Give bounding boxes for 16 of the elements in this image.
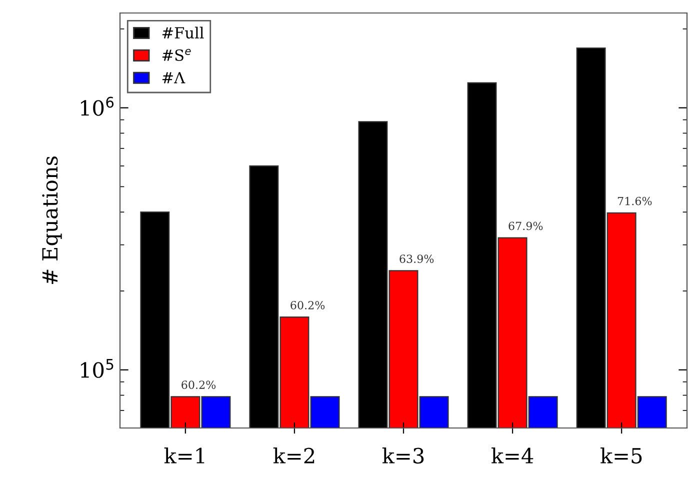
x-tick-label: k=1 [164,447,204,464]
x-tick-label: k=4 [491,447,534,464]
legend-label: #Full [162,26,204,39]
x-tick-label: k=5 [600,447,642,464]
legend-label: #S$^{e}$ [162,48,191,61]
annotation: 67.9% [508,222,543,230]
annotation: 60.2% [290,300,325,310]
x-tick-label: k=3 [382,447,424,464]
x-tick-label: k=2 [273,447,314,464]
y-axis-title: # Equations [42,156,62,284]
annotation: 63.9% [400,254,434,263]
annotation: 60.2% [182,380,216,389]
legend-label: #Λ [162,72,186,84]
y-tick-label: 10$^{6}$ [81,96,114,116]
annotation: 71.6% [618,196,652,206]
y-tick-label: 10$^{5}$ [81,359,114,378]
